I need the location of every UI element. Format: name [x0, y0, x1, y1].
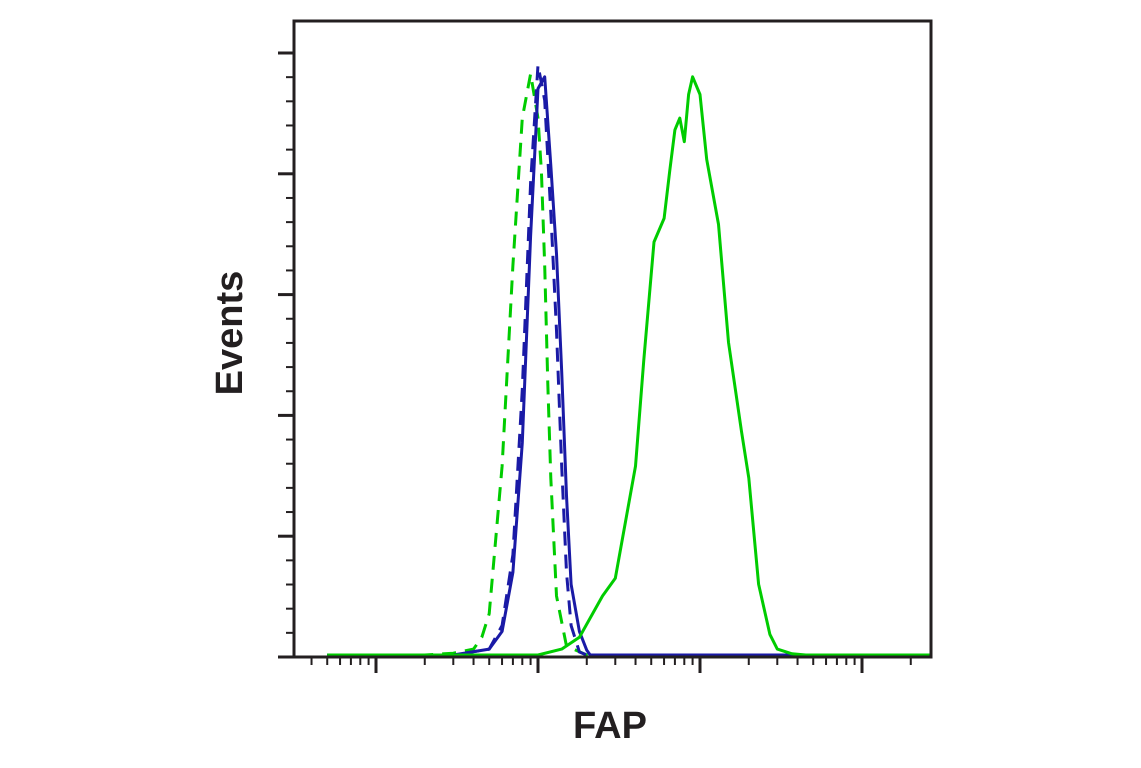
y-axis-title: Events [209, 271, 251, 396]
series-line-1 [327, 72, 930, 657]
axis-ticks [278, 51, 912, 673]
series-layer [327, 63, 930, 657]
plot-frame [292, 19, 933, 659]
series-line-2 [327, 63, 930, 657]
series-line-4 [327, 75, 930, 657]
series-line-3 [327, 75, 930, 657]
x-axis-title: FAP [573, 705, 647, 747]
